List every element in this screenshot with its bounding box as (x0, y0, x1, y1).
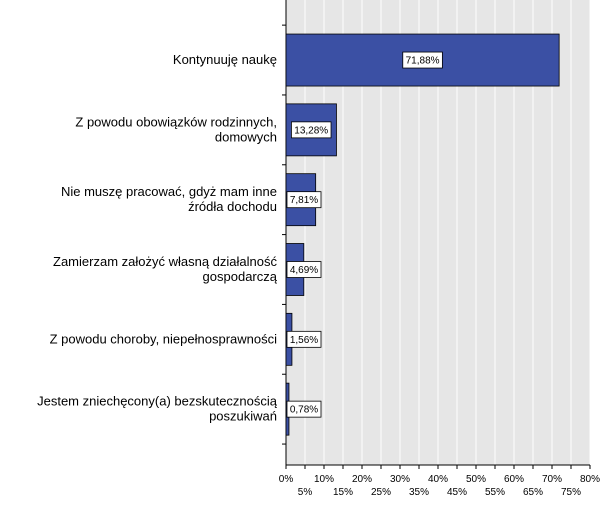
x-tick-label: 60% (504, 474, 524, 485)
x-tick-label: 0% (279, 474, 294, 485)
data-label-box (286, 330, 322, 348)
category-label: poszukiwań (209, 409, 277, 424)
category-label: Kontynuuję naukę (173, 52, 277, 67)
category-label: Z powodu choroby, niepełnosprawności (50, 331, 278, 346)
x-tick-label: 15% (333, 487, 353, 498)
x-tick-label: 65% (523, 487, 543, 498)
data-label: 4,69% (290, 265, 318, 276)
x-tick-label: 70% (542, 474, 562, 485)
x-tick-label: 20% (352, 474, 372, 485)
data-label-box (402, 51, 443, 69)
x-tick-label: 5% (298, 487, 313, 498)
data-label: 71,88% (406, 56, 440, 67)
x-tick-label: 30% (390, 474, 410, 485)
category-label: Nie muszę pracować, gdyż mam inne (61, 184, 277, 199)
x-tick-label: 10% (314, 474, 334, 485)
data-label: 0,78% (290, 405, 318, 416)
x-tick-label: 25% (371, 487, 391, 498)
x-tick-label: 40% (428, 474, 448, 485)
data-label-box (286, 400, 322, 418)
x-tick-label: 80% (580, 474, 600, 485)
x-tick-label: 50% (466, 474, 486, 485)
data-labels: 71,88% 13,28% 7,81% 4,69% 1,56% 0,78% (286, 51, 443, 418)
category-labels: Kontynuuję naukę Z powodu obowiązków rodz… (37, 52, 278, 424)
x-tick-label: 55% (485, 487, 505, 498)
data-label-box (286, 191, 322, 209)
category-label: domowych (215, 129, 277, 144)
data-label: 1,56% (290, 335, 318, 346)
category-label: gospodarczą (203, 269, 278, 284)
data-label-box (291, 121, 332, 139)
category-label: Zamierzam założyć własną działalność (53, 254, 277, 269)
x-tick-label: 35% (409, 487, 429, 498)
x-tick-label: 75% (561, 487, 581, 498)
x-tick-label: 45% (447, 487, 467, 498)
category-label: Z powodu obowiązków rodzinnych, (75, 114, 277, 129)
data-label: 7,81% (290, 195, 318, 206)
category-label: źródła dochodu (188, 199, 277, 214)
category-label: Jestem zniechęcony(a) bezskutecznością (37, 394, 278, 409)
data-label: 13,28% (294, 125, 328, 136)
x-tick-labels: 0% 5%10% 15% 20% 25% 30% 35% 40% 45% 50% 55% 60% 65%… (279, 474, 600, 498)
data-label-box (286, 261, 322, 278)
